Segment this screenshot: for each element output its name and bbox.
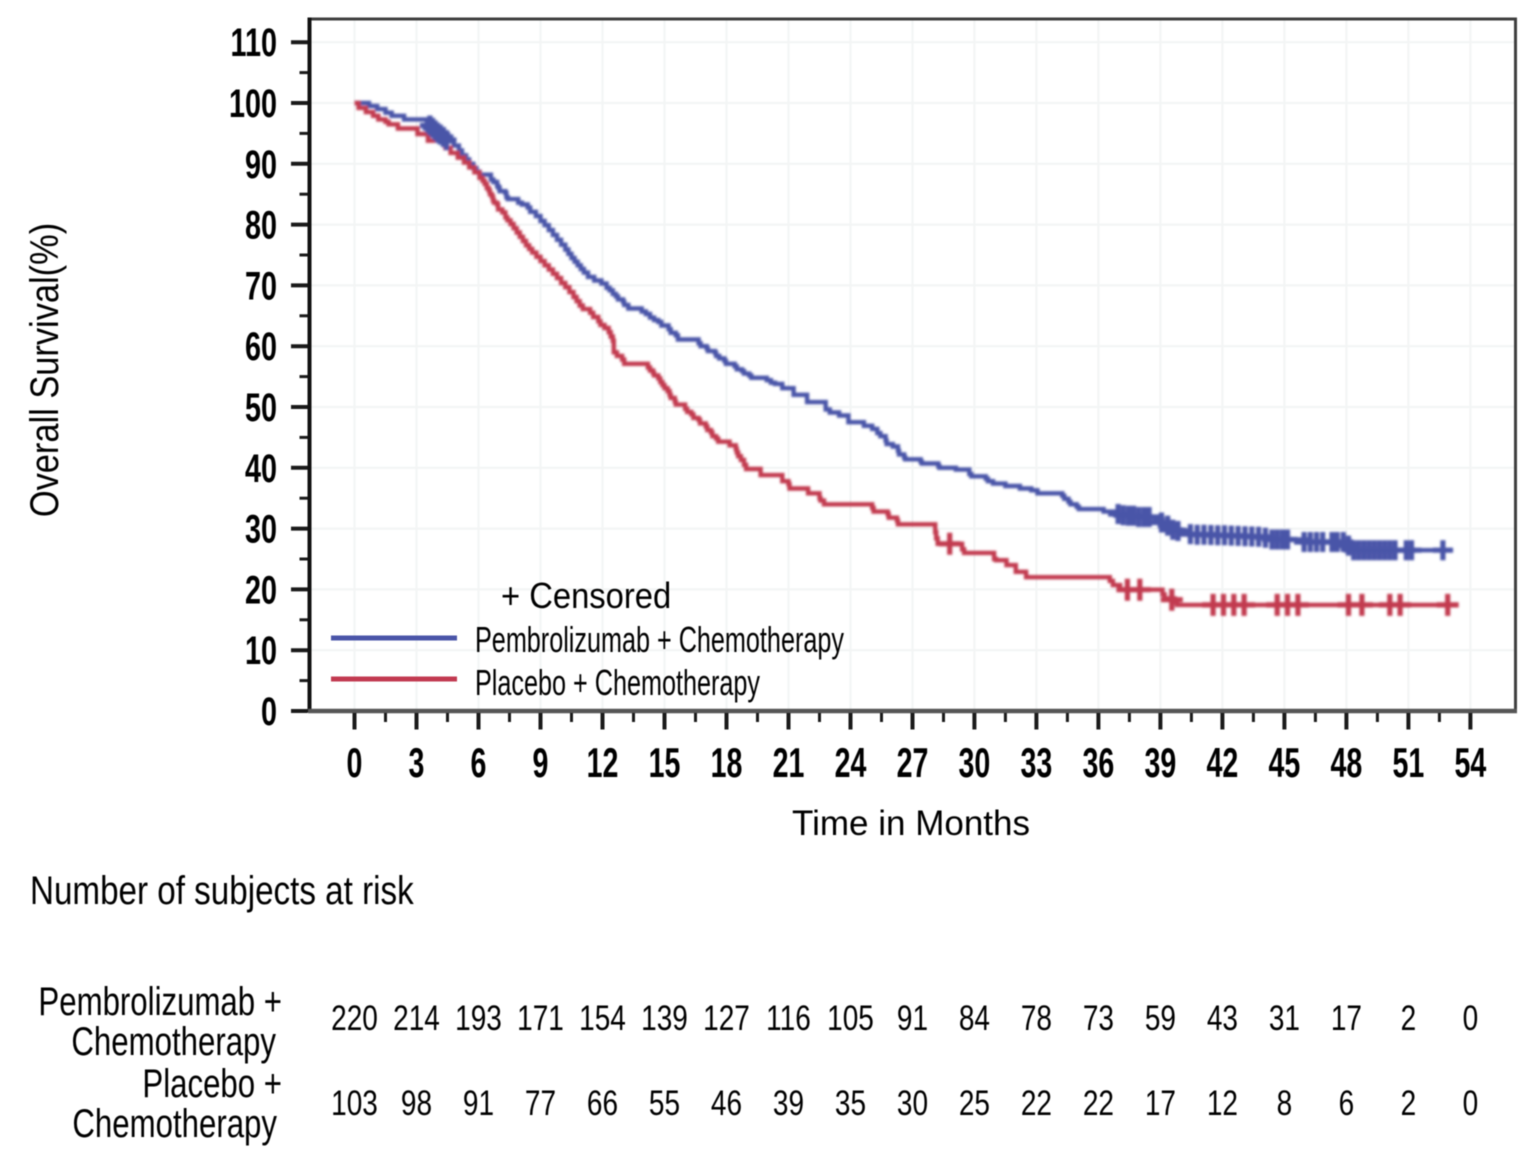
svg-text:3: 3 (409, 738, 425, 786)
svg-text:30: 30 (245, 507, 277, 552)
svg-text:127: 127 (703, 998, 750, 1038)
svg-text:90: 90 (245, 142, 277, 187)
svg-text:84: 84 (959, 998, 990, 1038)
svg-text:0: 0 (261, 689, 277, 734)
svg-text:2: 2 (1401, 1083, 1417, 1123)
svg-text:Chemotherapy: Chemotherapy (72, 1101, 277, 1146)
svg-text:12: 12 (587, 738, 619, 786)
svg-text:193: 193 (455, 998, 502, 1038)
svg-text:91: 91 (897, 998, 928, 1038)
svg-text:Pembrolizumab +: Pembrolizumab + (38, 979, 282, 1024)
svg-text:8: 8 (1277, 1083, 1293, 1123)
svg-text:22: 22 (1083, 1083, 1114, 1123)
svg-text:9: 9 (533, 738, 549, 786)
svg-text:0: 0 (347, 738, 363, 786)
svg-text:22: 22 (1021, 1083, 1052, 1123)
svg-text:80: 80 (245, 203, 277, 248)
svg-text:Placebo +: Placebo + (142, 1061, 282, 1106)
svg-text:35: 35 (835, 1083, 866, 1123)
svg-text:171: 171 (517, 998, 564, 1038)
svg-text:17: 17 (1145, 1083, 1176, 1123)
svg-text:17: 17 (1331, 998, 1362, 1038)
svg-text:50: 50 (245, 385, 277, 430)
svg-text:48: 48 (1331, 738, 1363, 786)
svg-text:30: 30 (897, 1083, 928, 1123)
svg-text:51: 51 (1393, 738, 1425, 786)
svg-text:154: 154 (579, 998, 626, 1038)
svg-text:30: 30 (959, 738, 991, 786)
svg-text:2: 2 (1401, 998, 1417, 1038)
svg-text:46: 46 (711, 1083, 742, 1123)
svg-text:Number of subjects at risk: Number of subjects at risk (30, 868, 414, 913)
svg-text:31: 31 (1269, 998, 1300, 1038)
svg-text:70: 70 (245, 264, 277, 309)
svg-text:27: 27 (897, 738, 929, 786)
svg-text:18: 18 (711, 738, 743, 786)
svg-text:21: 21 (773, 738, 805, 786)
svg-text:103: 103 (331, 1083, 378, 1123)
svg-text:54: 54 (1455, 738, 1487, 786)
svg-text:+ Censored: + Censored (501, 577, 671, 617)
svg-text:Chemotherapy: Chemotherapy (71, 1019, 276, 1064)
svg-text:43: 43 (1207, 998, 1238, 1038)
svg-text:66: 66 (587, 1083, 618, 1123)
svg-text:77: 77 (525, 1083, 556, 1123)
svg-text:55: 55 (649, 1083, 680, 1123)
svg-text:100: 100 (229, 81, 277, 126)
svg-text:116: 116 (766, 998, 811, 1038)
svg-text:39: 39 (1145, 738, 1177, 786)
svg-text:220: 220 (331, 998, 378, 1038)
svg-text:Placebo + Chemotherapy: Placebo + Chemotherapy (475, 663, 760, 704)
svg-text:12: 12 (1207, 1083, 1238, 1123)
svg-text:36: 36 (1083, 738, 1115, 786)
svg-text:40: 40 (245, 446, 277, 491)
svg-text:Time in Months: Time in Months (792, 804, 1030, 843)
svg-text:60: 60 (245, 325, 277, 370)
svg-text:214: 214 (393, 998, 440, 1038)
svg-text:10: 10 (245, 629, 277, 674)
svg-text:Pembrolizumab + Chemotherapy: Pembrolizumab + Chemotherapy (475, 620, 844, 661)
svg-text:20: 20 (245, 568, 277, 613)
svg-text:91: 91 (463, 1083, 494, 1123)
svg-text:6: 6 (471, 738, 487, 786)
svg-text:98: 98 (401, 1083, 432, 1123)
svg-text:139: 139 (641, 998, 688, 1038)
svg-text:15: 15 (649, 738, 681, 786)
svg-text:110: 110 (231, 21, 277, 66)
svg-text:78: 78 (1021, 998, 1052, 1038)
svg-text:42: 42 (1207, 738, 1239, 786)
svg-text:Overall Survival(%): Overall Survival(%) (22, 223, 67, 517)
svg-text:6: 6 (1339, 1083, 1355, 1123)
svg-text:73: 73 (1083, 998, 1114, 1038)
svg-text:24: 24 (835, 738, 867, 786)
svg-text:105: 105 (827, 998, 874, 1038)
svg-text:25: 25 (959, 1083, 990, 1123)
svg-text:0: 0 (1463, 1083, 1479, 1123)
svg-text:45: 45 (1269, 738, 1301, 786)
svg-text:33: 33 (1021, 738, 1053, 786)
svg-text:39: 39 (773, 1083, 804, 1123)
svg-text:59: 59 (1145, 998, 1176, 1038)
svg-text:0: 0 (1463, 998, 1479, 1038)
